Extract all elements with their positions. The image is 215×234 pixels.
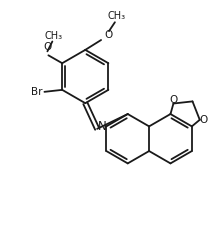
Text: O: O [43,42,52,52]
Text: CH₃: CH₃ [44,31,62,40]
Text: O: O [105,30,113,40]
Text: O: O [200,115,208,125]
Text: O: O [169,95,178,105]
Text: Br: Br [31,87,43,97]
Text: CH₃: CH₃ [108,11,126,21]
Text: N: N [98,120,106,133]
